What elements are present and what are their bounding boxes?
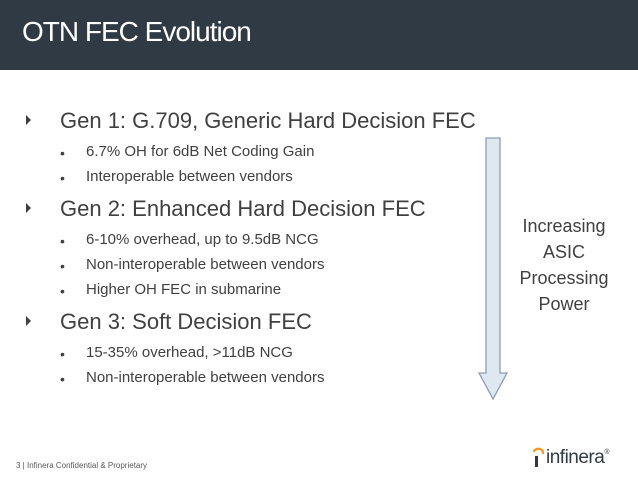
bullet-text: Gen 1: G.709, Generic Hard Decision FEC — [60, 108, 476, 133]
bullet-item-gen3: Gen 3: Soft Decision FEC • 15-35% overhe… — [26, 307, 496, 391]
bullet-text: Gen 3: Soft Decision FEC — [60, 309, 312, 334]
bullet-list: Gen 1: G.709, Generic Hard Decision FEC … — [26, 106, 496, 395]
infinera-logo: infinera ® — [531, 447, 610, 469]
title-bar: OTN FEC Evolution — [0, 0, 638, 70]
bullet-text: Gen 2: Enhanced Hard Decision FEC — [60, 196, 426, 221]
sub-list: • 15-35% overhead, >11dB NCG • Non-inter… — [60, 341, 496, 391]
triangle-bullet-icon — [26, 203, 31, 213]
bullet-item-gen1: Gen 1: G.709, Generic Hard Decision FEC … — [26, 106, 496, 190]
arrow-label-line: ASIC — [542, 242, 585, 262]
slide-title: OTN FEC Evolution — [22, 16, 252, 47]
sub-item: • Non-interoperable between vendors — [60, 253, 496, 278]
sub-item: • Non-interoperable between vendors — [60, 366, 496, 391]
sub-item-text: Higher OH FEC in submarine — [86, 281, 282, 298]
logo-wordmark: infinera — [546, 447, 605, 468]
dot-bullet-icon: • — [60, 283, 65, 299]
sub-list: • 6.7% OH for 6dB Net Coding Gain • Inte… — [60, 140, 496, 190]
sub-item-text: Non-interoperable between vendors — [86, 256, 325, 273]
sub-list: • 6-10% overhead, up to 9.5dB NCG • Non-… — [60, 228, 496, 303]
sub-item: • Interoperable between vendors — [60, 165, 496, 190]
triangle-bullet-icon — [26, 115, 31, 125]
sub-item-text: 6.7% OH for 6dB Net Coding Gain — [86, 143, 315, 160]
sub-item-text: Non-interoperable between vendors — [86, 369, 325, 386]
arrow-label-line: Increasing — [522, 216, 606, 236]
arrow-label: Increasing ASIC Processing Power — [506, 213, 622, 317]
dot-bullet-icon: • — [60, 233, 65, 249]
sub-item: • 6-10% overhead, up to 9.5dB NCG — [60, 228, 496, 253]
dot-bullet-icon: • — [60, 258, 65, 274]
arrow-label-line: Processing — [519, 268, 609, 288]
arrow-label-line: Power — [538, 294, 590, 314]
sub-item: • Higher OH FEC in submarine — [60, 278, 496, 303]
bullet-item-gen2: Gen 2: Enhanced Hard Decision FEC • 6-10… — [26, 194, 496, 303]
down-arrow-icon — [478, 137, 508, 401]
registered-mark: ® — [604, 449, 610, 456]
sub-item-text: 15-35% overhead, >11dB NCG — [86, 344, 293, 361]
dot-bullet-icon: • — [60, 170, 65, 186]
dot-bullet-icon: • — [60, 371, 65, 387]
sub-item: • 15-35% overhead, >11dB NCG — [60, 341, 496, 366]
sub-item-text: 6-10% overhead, up to 9.5dB NCG — [86, 231, 319, 248]
sub-item-text: Interoperable between vendors — [86, 168, 293, 185]
dot-bullet-icon: • — [60, 145, 65, 161]
footer-text: 3 | Infinera Confidential & Proprietary — [16, 461, 148, 470]
triangle-bullet-icon — [26, 316, 31, 326]
infinera-mark-icon — [532, 447, 545, 467]
sub-item: • 6.7% OH for 6dB Net Coding Gain — [60, 140, 496, 165]
dot-bullet-icon: • — [60, 346, 65, 362]
